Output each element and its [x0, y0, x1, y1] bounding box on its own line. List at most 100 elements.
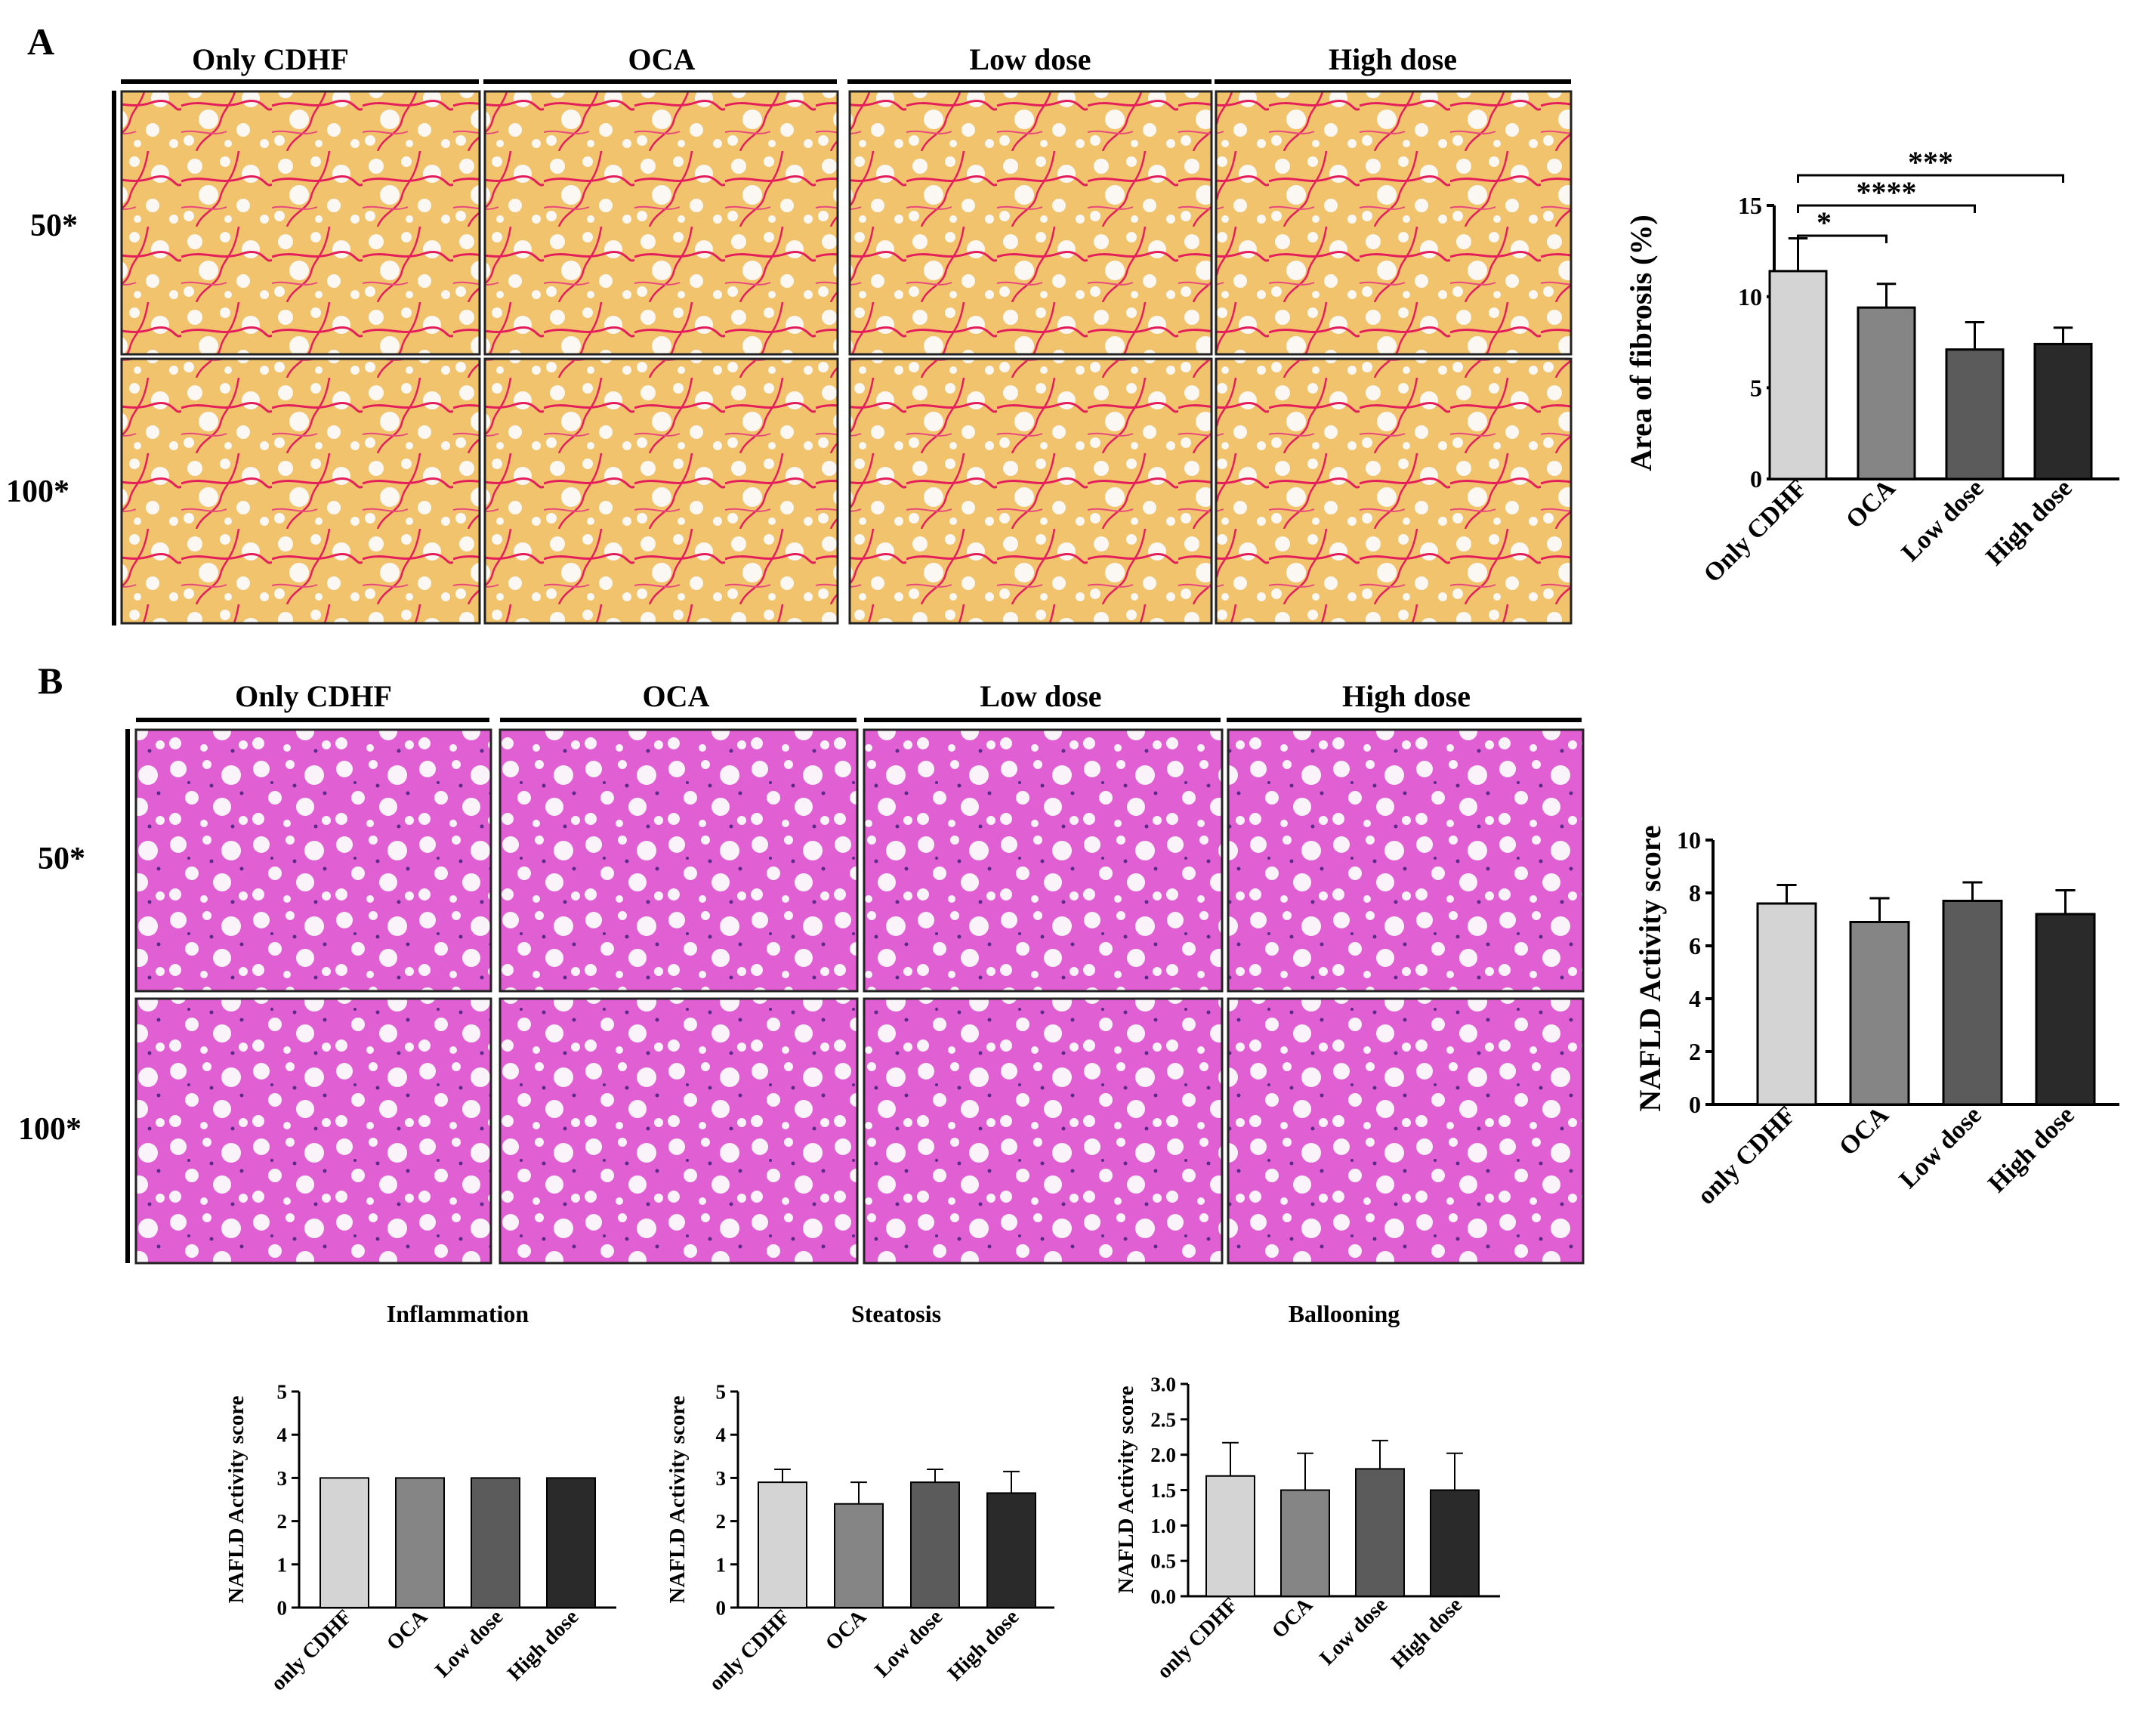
fibrosis-significance-label-1: * [1817, 205, 1832, 239]
ballooning-bar-3 [1355, 1468, 1405, 1598]
micrograph-a-50x-oca [483, 90, 839, 356]
micrograph-a-50x-low-dose [848, 90, 1213, 356]
panel-a-row-label-50x: 50* [30, 209, 78, 243]
nafld-bar-1 [1756, 902, 1817, 1106]
inflammation-y-label: NAFLD Activity score [224, 1395, 248, 1603]
ballooning-bar-2 [1280, 1489, 1330, 1597]
ballooning-bar-1 [1205, 1475, 1255, 1598]
fibrosis-significance-label-3: *** [1908, 145, 1953, 179]
fibrosis-category-label-3: Low dose [1897, 474, 1989, 567]
fibrosis-category-label-2: OCA [1841, 474, 1901, 534]
inflammation-bar-3 [471, 1477, 520, 1609]
micrograph-b-100x-only-cdhf [134, 997, 492, 1265]
inflammation-category-label-3: Low dose [431, 1605, 508, 1682]
ballooning-y-tick-label: 1.5 [1150, 1479, 1176, 1502]
ballooning-category-label-2: OCA [1267, 1592, 1317, 1642]
ballooning-y-tick-label: 2.5 [1150, 1408, 1176, 1431]
micrograph-a-100x-only-cdhf [120, 357, 481, 625]
steatosis-y-tick-label: 3 [716, 1467, 727, 1490]
panel-b-letter: B [38, 659, 63, 702]
steatosis-category-label-3: Low dose [870, 1605, 947, 1682]
fibrosis-significance-bracket-1 [1797, 234, 1888, 243]
fibrosis-significance-bracket-3 [1797, 174, 2064, 183]
inflammation-bar-4 [546, 1477, 596, 1609]
micrograph-b-50x-oca [499, 728, 859, 993]
inflammation-category-label-2: OCA [382, 1605, 432, 1654]
steatosis-bar-3 [910, 1481, 960, 1608]
panel-a-header-only-cdhf: Only CDHF [192, 42, 349, 76]
nafld-category-label-4: High dose [1983, 1101, 2079, 1197]
micrograph-b-50x-low-dose [863, 728, 1224, 993]
steatosis-bar-2 [834, 1503, 884, 1608]
inflammation-category-label-4: High dose [503, 1605, 583, 1685]
fibrosis-significance-label-2: **** [1857, 175, 1917, 209]
nafld-category-label-3: Low dose [1894, 1101, 1987, 1194]
steatosis-y-tick-label: 5 [716, 1380, 727, 1403]
nafld-category-label-1: only CDHF [1692, 1101, 1801, 1209]
micrograph-b-100x-low-dose [863, 997, 1224, 1265]
panel-b-row-label-100x: 100* [18, 1112, 82, 1147]
ballooning-title: Ballooning [1289, 1300, 1400, 1327]
steatosis-y-label: NAFLD Activity score [665, 1395, 690, 1603]
fibrosis-y-label: Area of fibrosis (%) [1624, 215, 1658, 471]
panel-b-header-oca: OCA [643, 679, 710, 713]
nafld-category-label-2: OCA [1834, 1101, 1894, 1161]
nafld-bar-4 [2035, 913, 2096, 1106]
fibrosis-bar-3 [1945, 348, 2005, 480]
inflammation-bar-2 [395, 1477, 445, 1609]
ballooning-category-label-3: Low dose [1315, 1593, 1392, 1670]
micrograph-b-100x-high-dose [1227, 997, 1585, 1265]
fibrosis-category-label-4: High dose [1980, 474, 2077, 570]
ballooning-bar-4 [1430, 1489, 1480, 1597]
nafld-y-tick-label: 0 [1689, 1091, 1701, 1118]
panel-a-row-label-100x: 100* [6, 474, 69, 509]
fibrosis-bar-2 [1857, 306, 1916, 480]
nafld-y-tick-label: 4 [1689, 985, 1701, 1012]
inflammation-y-tick-label: 4 [277, 1424, 288, 1447]
ballooning-y-tick-label: 0.5 [1150, 1550, 1176, 1573]
ballooning-y-tick-label: 2.0 [1150, 1444, 1176, 1466]
steatosis-category-label-2: OCA [821, 1605, 871, 1654]
micrograph-a-50x-high-dose [1215, 90, 1573, 356]
fibrosis-y-tick-label: 10 [1738, 283, 1762, 310]
nafld-y-label: NAFLD Activity score [1633, 825, 1667, 1111]
ballooning-y-tick-label: 1.0 [1150, 1515, 1176, 1537]
micrograph-a-100x-high-dose [1215, 357, 1573, 625]
ballooning-y-tick-label: 3.0 [1150, 1373, 1176, 1395]
panel-b-header-high-dose: High dose [1342, 679, 1471, 713]
steatosis-y-tick-label: 4 [716, 1424, 727, 1447]
steatosis-title: Steatosis [851, 1300, 941, 1327]
panel-b-row-label-50x: 50* [38, 842, 85, 876]
inflammation-bar-1 [319, 1477, 369, 1609]
nafld-y-tick-label: 10 [1677, 826, 1701, 854]
inflammation-y-tick-label: 2 [277, 1510, 288, 1533]
nafld-y-tick-label: 6 [1689, 932, 1701, 959]
inflammation-y-tick-label: 1 [277, 1553, 288, 1576]
steatosis-category-label-4: High dose [943, 1605, 1023, 1685]
micrograph-b-50x-only-cdhf [134, 728, 492, 993]
panel-a-letter: A [27, 20, 54, 63]
steatosis-y-tick-label: 1 [716, 1553, 727, 1576]
steatosis-y-tick-label: 0 [716, 1596, 727, 1619]
fibrosis-y-tick-label: 0 [1750, 465, 1762, 493]
ballooning-category-label-4: High dose [1387, 1593, 1467, 1673]
nafld-y-tick-label: 2 [1689, 1038, 1701, 1065]
fibrosis-bar-4 [2033, 342, 2093, 480]
micrograph-a-100x-low-dose [848, 357, 1213, 625]
micrograph-b-50x-high-dose [1227, 728, 1585, 993]
panel-b-header-only-cdhf: Only CDHF [235, 679, 392, 713]
panel-a-header-high-dose: High dose [1329, 42, 1457, 76]
nafld-bar-3 [1942, 900, 2003, 1106]
steatosis-y-tick-label: 2 [716, 1510, 727, 1533]
panel-b-header-low-dose: Low dose [980, 679, 1101, 713]
fibrosis-significance-bracket-2 [1797, 204, 1976, 213]
inflammation-title: Inflammation [387, 1300, 529, 1327]
fibrosis-y-tick-label: 15 [1738, 192, 1762, 219]
inflammation-y-tick-label: 0 [277, 1596, 288, 1619]
micrograph-a-100x-oca [483, 357, 839, 625]
nafld-bar-2 [1849, 921, 1910, 1106]
inflammation-y-tick-label: 3 [277, 1467, 288, 1490]
panel-a-header-low-dose: Low dose [969, 42, 1091, 76]
